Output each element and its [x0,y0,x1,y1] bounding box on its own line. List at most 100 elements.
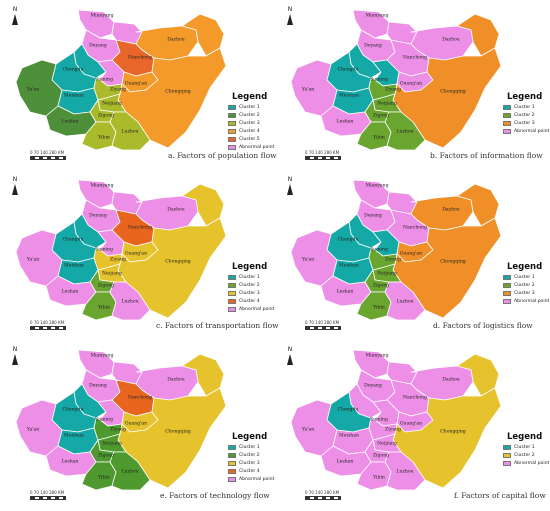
region-luzhou [109,451,151,491]
region-luzhou [109,111,151,151]
region-label-luzhou: Luzhou [396,469,414,475]
region-label-neijiang: Neijiang [102,101,122,107]
scale-bar-graphic [30,496,66,500]
legend-label: Cluster 2 [239,283,260,288]
region-label-chongqing: Chongqing [440,259,466,265]
region-map [15,9,227,151]
region-label-zigong: Zigong [372,453,390,459]
legend-label: Cluster 3 [239,461,260,466]
north-label: N [12,176,18,183]
region-label-ya-an: Ya'an [26,87,40,93]
legend-swatch [228,104,236,111]
region-label-zigong: Zigong [372,113,390,119]
legend-title: Legend [232,432,268,442]
scale-bar: 0 70 140 280 KM [30,320,66,330]
region-label-meishan: Meishan [339,93,359,99]
legend-item: Abnormal point [228,476,274,483]
region-label-ziyang: Ziyang [110,87,126,93]
legend-item: Cluster 1 [228,274,274,281]
legend-item: Cluster 5 [228,136,274,143]
legend-swatch [503,452,511,459]
region-label-zigong: Zigong [372,283,390,289]
region-label-dazhou: Dazhou [442,377,460,383]
legend-item: Abnormal point [503,298,549,305]
legend-swatch [228,136,236,143]
north-arrow-icon: N [283,6,297,25]
region-map [290,349,502,491]
region-label-neijiang: Neijiang [377,271,397,277]
legend-label: Cluster 2 [514,283,535,288]
scale-bar: 0 70 140 280 KM [305,150,341,160]
map-panel-c: Mianyang Deyang Chengdu Meishan Ya'an Leshan S… [0,170,275,340]
region-label-guang-an: Guang'an [399,251,423,257]
legend-label: Abnormal point [514,299,550,304]
legend-swatch [228,476,236,483]
legend: Legend Cluster 1 Cluster 2 Cluster 3 Abnorma… [503,92,549,136]
legend-label: Abnormal point [514,129,550,134]
legend-item: Abnormal point [503,460,549,467]
legend-label: Cluster 1 [514,275,535,280]
region-label-meishan: Meishan [339,433,359,439]
legend-swatch [228,128,236,135]
region-label-leshan: Leshan [336,459,354,465]
region-map [15,179,227,321]
region-label-suining: Suining [370,247,388,253]
region-guangyuan [352,9,390,39]
region-label-mianyang: Mianyang [90,13,114,19]
region-label-deyang: Deyang [364,213,382,219]
north-arrow-shape [12,184,18,195]
region-label-guang-an: Guang'an [124,421,148,427]
region-label-guang-an: Guang'an [399,81,423,87]
legend-label: Abnormal point [239,477,275,482]
legend-label: Cluster 3 [239,121,260,126]
legend-item: Cluster 4 [228,298,274,305]
region-map [290,9,502,151]
legend-item: Cluster 3 [503,290,549,297]
legend-label: Cluster 2 [514,453,535,458]
legend-item: Cluster 2 [228,112,274,119]
legend-label: Cluster 2 [514,113,535,118]
legend-label: Cluster 3 [514,121,535,126]
legend-item: Abnormal point [228,144,274,151]
legend-item: Cluster 1 [503,274,549,281]
legend-label: Cluster 5 [239,137,260,142]
region-label-neijiang: Neijiang [377,101,397,107]
region-guangyuan [77,9,115,39]
panel-caption: f. Factors of capital flow [454,491,546,500]
legend-swatch [503,274,511,281]
legend: Legend Cluster 1 Cluster 2 Cluster 3 Cluster… [228,92,274,152]
scale-bar-graphic [30,156,66,160]
region-map [290,179,502,321]
legend-item: Cluster 2 [228,452,274,459]
region-label-ziyang: Ziyang [110,257,126,263]
legend-swatch [228,112,236,119]
legend-title: Legend [232,262,268,272]
region-label-yibin: Yibin [373,305,385,311]
legend-item: Cluster 1 [228,444,274,451]
region-label-chengdu: Chengdu [62,407,84,413]
region-label-leshan: Leshan [336,289,354,295]
region-label-chongqing: Chongqing [165,429,191,435]
legend-label: Cluster 1 [514,105,535,110]
region-label-leshan: Leshan [61,119,79,125]
legend-item: Cluster 3 [228,290,274,297]
legend-swatch [503,460,511,467]
region-label-chengdu: Chengdu [62,237,84,243]
region-label-zigong: Zigong [97,113,115,119]
region-luzhou [384,111,426,151]
legend-title: Legend [507,92,543,102]
region-label-deyang: Deyang [89,213,107,219]
north-arrow-icon: N [8,176,22,195]
legend: Legend Cluster 1 Cluster 2 Cluster 3 Cluster… [228,262,274,314]
region-label-dazhou: Dazhou [442,207,460,213]
panel-caption: e. Factors of technology flow [160,491,270,500]
legend-title: Legend [507,432,543,442]
region-label-nanchong: Nanchong [128,225,152,231]
legend-item: Abnormal point [228,306,274,313]
region-guangyuan [77,179,115,209]
region-label-deyang: Deyang [364,383,382,389]
panel-caption: c. Factors of transportation flow [156,321,279,330]
legend-swatch [503,444,511,451]
region-label-mianyang: Mianyang [365,183,389,189]
region-label-zigong: Zigong [97,453,115,459]
